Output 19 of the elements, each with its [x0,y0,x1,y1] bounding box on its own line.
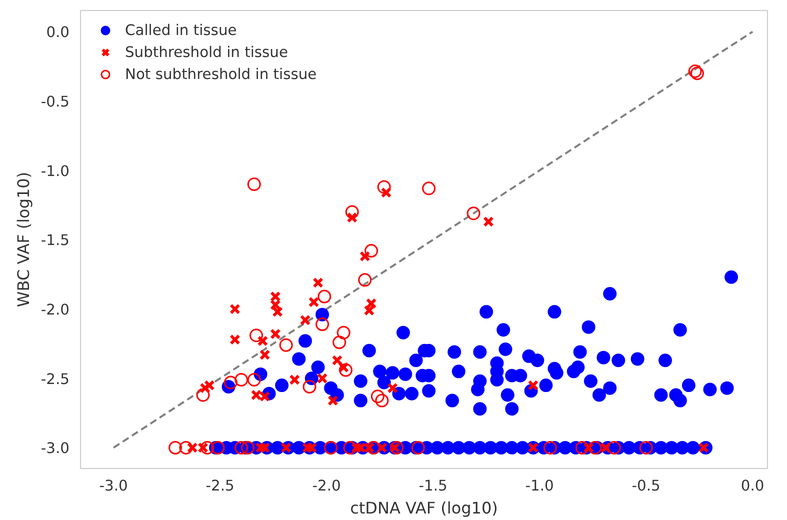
legend-label: Subthreshold in tissue [125,44,288,60]
x-tick-label: -0.5 [632,478,660,494]
x-tick-label: -2.0 [312,478,341,494]
y-tick-label: -2.5 [40,370,70,388]
y-tick-label: -2.0 [40,302,70,319]
y-tick-label: -3.0 [40,440,70,458]
x-tick-label: -1.0 [525,478,554,494]
legend-label: Called in tissue [125,22,237,38]
x-tick-label: -3.0 [99,478,128,494]
x-axis-title: ctDNA VAF (log10) [350,498,498,518]
y-tick-label: -1.5 [40,232,70,250]
y-tick-label: -1.0 [40,162,70,180]
x-tick-label: -1.5 [418,478,448,494]
legend-label: Not subthreshold in tissue [125,66,317,82]
y-tick-label: 0.0 [46,24,70,42]
y-axis-title: WBC VAF (log10) [14,172,33,308]
x-tick-label: -2.5 [206,478,234,494]
y-tick-label: -0.5 [40,94,70,111]
x-tick-label: 0.0 [740,478,764,494]
